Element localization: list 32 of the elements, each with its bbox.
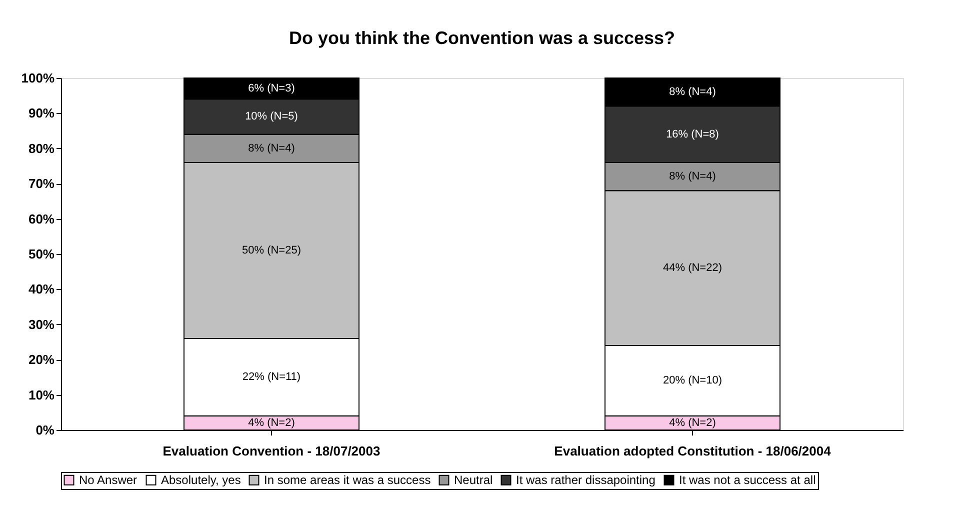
y-tick-label: 80% — [28, 140, 55, 156]
y-tick-label: 50% — [28, 246, 55, 262]
data-label: 6% (N=3) — [248, 82, 295, 95]
legend-label: Absolutely, yes — [161, 473, 241, 488]
data-label: 8% (N=4) — [669, 170, 716, 183]
legend-label: It was not a success at all — [679, 473, 816, 488]
data-label: 4% (N=2) — [669, 416, 716, 429]
x-tick-label: Evaluation Convention - 18/07/2003 — [162, 444, 380, 458]
data-label: 4% (N=2) — [248, 416, 295, 429]
legend-label: No Answer — [79, 473, 138, 488]
data-label: 8% (N=4) — [248, 142, 295, 154]
y-tick-label: 30% — [28, 316, 55, 332]
data-label: 22% (N=11) — [242, 371, 301, 384]
y-tick-label: 60% — [28, 211, 55, 226]
data-label: 8% (N=4) — [669, 86, 716, 98]
y-tick-label: 40% — [28, 282, 55, 297]
data-label: 20% (N=10) — [662, 374, 722, 387]
y-tick-label: 10% — [28, 387, 55, 402]
y-tick-label: 20% — [28, 352, 55, 368]
data-label: 50% (N=25) — [242, 244, 302, 256]
x-tick-label: Evaluation adopted Constitution - 18/06/2004 — [554, 444, 832, 458]
data-label: 16% (N=8) — [666, 128, 719, 140]
legend-label: Neutral — [454, 473, 493, 488]
data-label: 10% (N=5) — [245, 110, 298, 123]
y-tick-label: 70% — [28, 176, 55, 192]
y-tick-label: 0% — [36, 422, 55, 438]
data-label: 44% (N=22) — [662, 262, 722, 274]
y-tick-label: 100% — [21, 70, 55, 86]
y-tick-label: 90% — [28, 106, 55, 121]
legend-label: In some areas it was a success — [264, 473, 431, 488]
chart-title: Do you think the Convention was a success? — [288, 28, 676, 48]
legend-label: It was rather dissapointing — [516, 473, 656, 488]
